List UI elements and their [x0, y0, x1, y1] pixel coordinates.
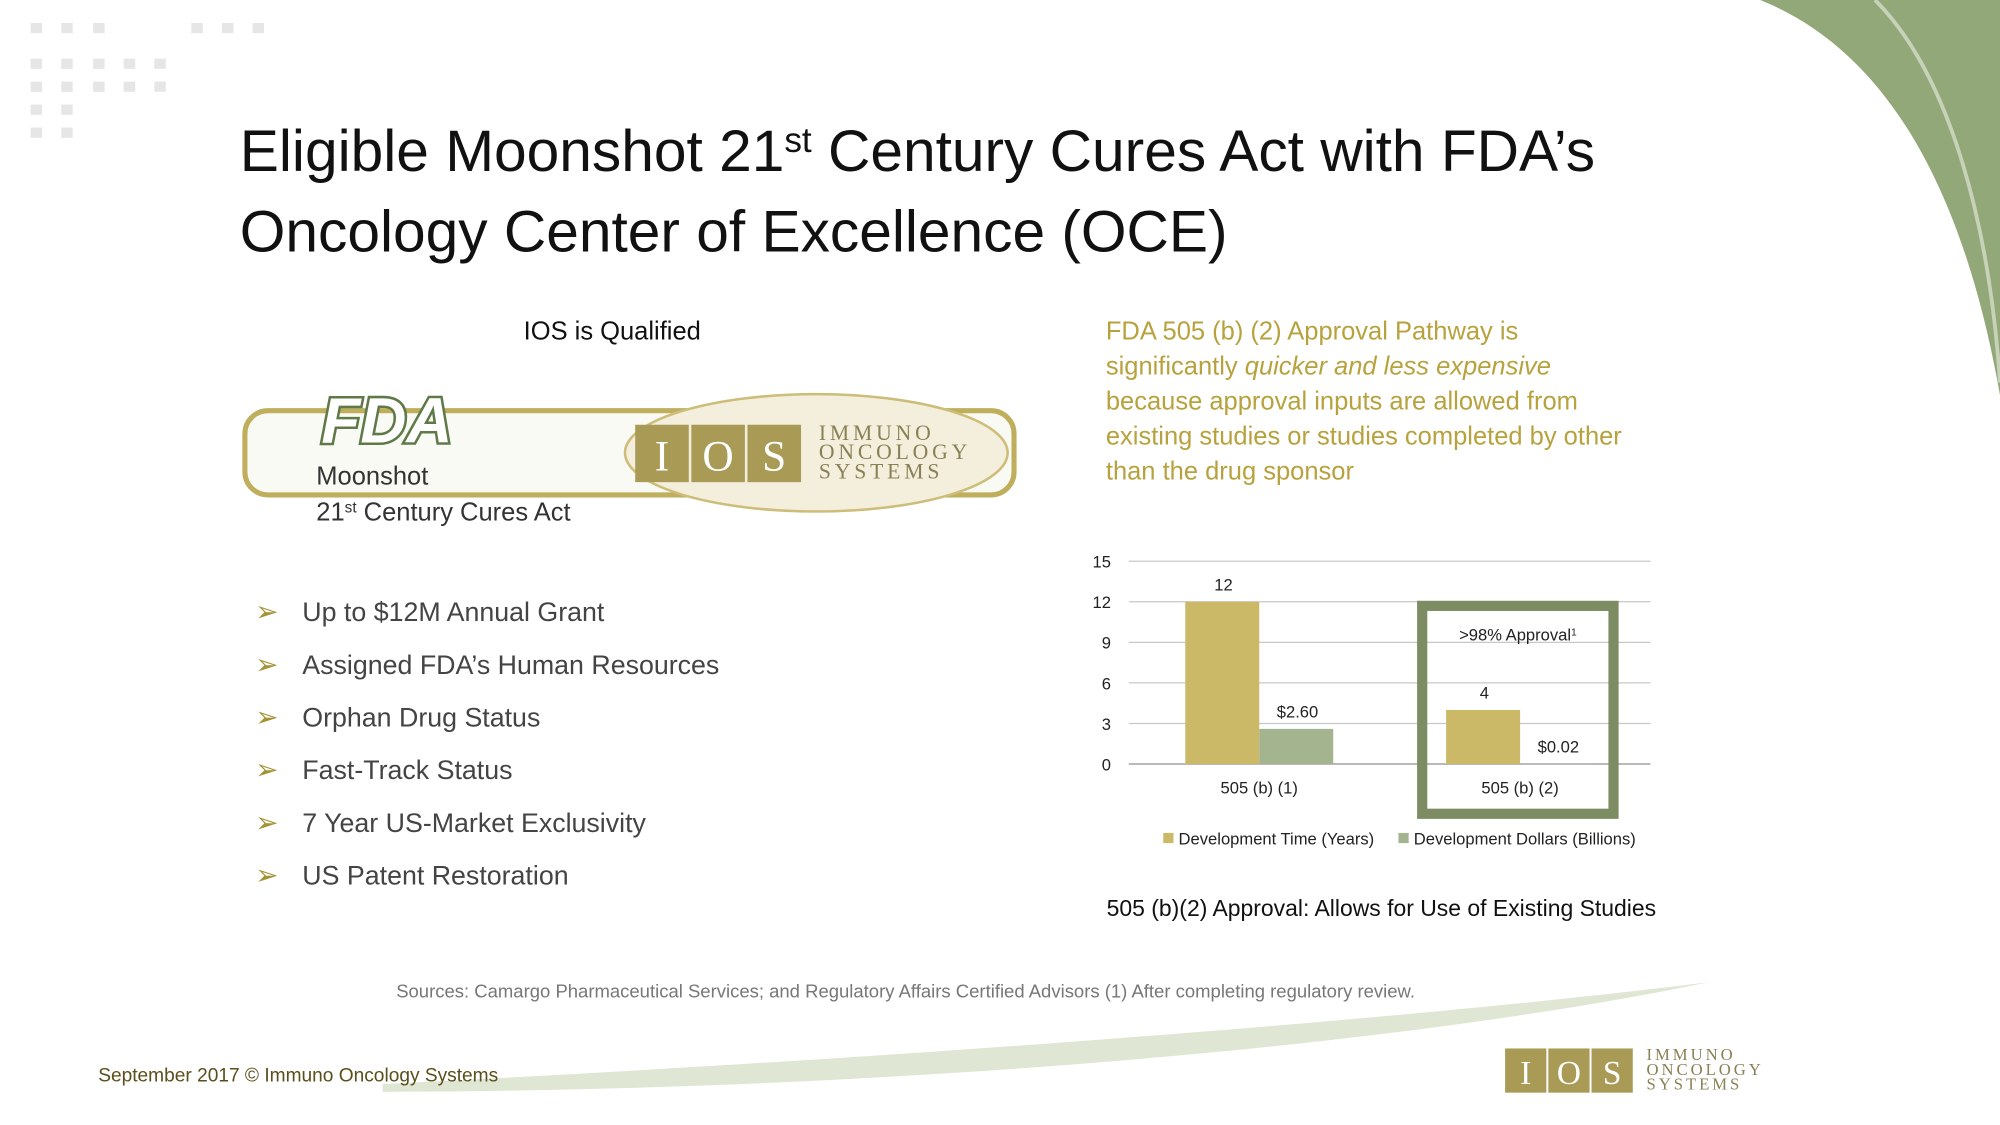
logo-word: ONCOLOGY — [819, 440, 971, 464]
x-tick-label: 505 (b) (1) — [1221, 778, 1298, 797]
logo-word: SYSTEMS — [819, 459, 943, 483]
logo-box — [1505, 1048, 1547, 1093]
logo-letter: S — [762, 433, 786, 481]
pathway-text: than the drug sponsor — [1106, 458, 1355, 486]
x-tick-label: 505 (b) (2) — [1481, 778, 1558, 797]
logo-letter: O — [702, 433, 733, 481]
y-tick-label: 9 — [1102, 634, 1111, 653]
logo-box — [691, 424, 745, 483]
sources: Sources: Camargo Pharmaceutical Services… — [396, 980, 1415, 1001]
qualified-label: IOS is Qualified — [524, 317, 701, 345]
logo-box — [747, 424, 802, 483]
bar — [1446, 709, 1521, 765]
logo-word: ONCOLOGY — [1647, 1060, 1764, 1079]
bullet: Orphan Drug Status — [302, 703, 540, 733]
bullet-arrow: ➢ — [255, 702, 279, 733]
logo-box — [635, 424, 689, 483]
bullet: Fast-Track Status — [302, 755, 512, 785]
bar — [1185, 601, 1260, 765]
bullet: US Patent Restoration — [302, 861, 568, 891]
annotation: >98% Approval1 — [1459, 625, 1577, 644]
logo-letter: I — [655, 433, 669, 481]
corner-line — [1873, 0, 2000, 383]
logo-word: IMMUNO — [1647, 1045, 1736, 1064]
annotation-part: 1 — [1571, 627, 1577, 638]
bullet: 7 Year US-Market Exclusivity — [302, 808, 646, 838]
logo-word: IMMUNO — [819, 421, 935, 445]
y-tick-label: 6 — [1102, 674, 1111, 693]
data-label: $0.02 — [1538, 737, 1580, 756]
legend-label: Development Time (Years) — [1179, 829, 1375, 848]
pathway-text: because approval inputs are allowed from — [1106, 387, 1578, 415]
bullet-arrow: ➢ — [255, 807, 279, 838]
y-tick-label: 15 — [1093, 553, 1111, 572]
corner-decoration — [1760, 0, 2000, 396]
bullet-arrow: ➢ — [255, 596, 279, 627]
moonshot-act-part: 21 — [316, 498, 344, 526]
legend-swatch — [1398, 832, 1409, 844]
logo-letter: O — [1557, 1055, 1581, 1092]
data-label: 4 — [1480, 683, 1489, 702]
title-part: Eligible Moonshot 21 — [240, 119, 785, 184]
legend-swatch — [1163, 832, 1174, 844]
logo-box — [1591, 1048, 1633, 1093]
data-label: 12 — [1214, 575, 1232, 594]
moonshot-act-part: Century Cures Act — [357, 498, 571, 526]
data-label: $2.60 — [1277, 702, 1319, 721]
chart-caption: 505 (b)(2) Approval: Allows for Use of E… — [1107, 895, 1656, 921]
footer: September 2017 © Immuno Oncology Systems — [98, 1066, 498, 1087]
bullet-arrow: ➢ — [255, 754, 279, 785]
moonshot-act: 21st Century Cures Act — [316, 498, 570, 526]
moonshot-label: Moonshot — [316, 463, 428, 491]
logo-letter: S — [1603, 1055, 1622, 1092]
bullet-arrow: ➢ — [255, 649, 279, 680]
pathway-text: FDA 505 (b) (2) Approval Pathway is — [1106, 317, 1518, 345]
y-tick-label: 0 — [1102, 755, 1111, 774]
title-part: Century Cures Act with FDA’s — [812, 119, 1595, 184]
moonshot-act-part: st — [345, 499, 358, 516]
dot-pattern — [30, 22, 265, 138]
title: Eligible Moonshot 21st Century Cures Act… — [240, 119, 1595, 184]
annotation-part: >98% Approval — [1459, 625, 1571, 644]
y-tick-label: 3 — [1102, 715, 1111, 734]
swoosh — [382, 982, 1710, 1092]
logo-box — [1548, 1048, 1590, 1093]
pathway-text: significantly quicker and less expensive — [1106, 352, 1551, 380]
bar — [1259, 728, 1334, 765]
bullet: Assigned FDA’s Human Resources — [302, 650, 719, 680]
logo-word: SYSTEMS — [1647, 1075, 1743, 1094]
highlight-box — [1417, 600, 1619, 819]
bullet: Up to $12M Annual Grant — [302, 597, 605, 627]
legend-label: Development Dollars (Billions) — [1414, 829, 1636, 848]
pathway-text-part: quicker and less expensive — [1245, 352, 1551, 380]
fda-logo: FDA — [321, 385, 452, 457]
logo-letter: I — [1520, 1055, 1531, 1092]
y-tick-label: 12 — [1093, 593, 1111, 612]
pathway-text: existing studies or studies completed by… — [1106, 423, 1622, 451]
title: Oncology Center of Excellence (OCE) — [240, 199, 1228, 264]
title-part: st — [784, 120, 812, 159]
bullet-arrow: ➢ — [255, 860, 279, 891]
pathway-text-part: significantly — [1106, 352, 1245, 380]
